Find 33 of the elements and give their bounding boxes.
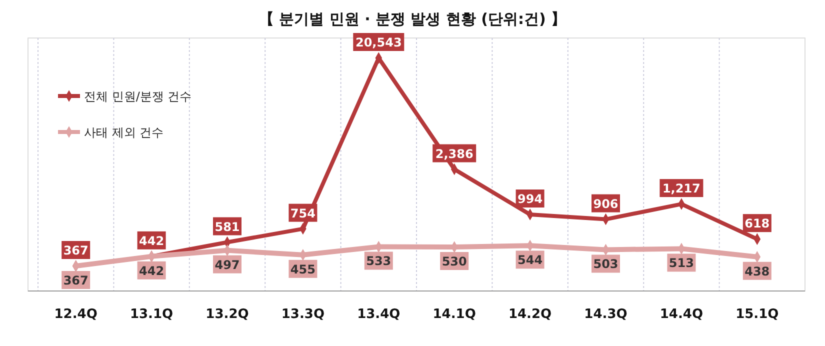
chart-title: 【 분기별 민원 · 분쟁 발생 현황 (단위:건) 】 [258,10,566,28]
data-label: 581 [214,220,240,234]
legend-label: 전체 민원/분쟁 건수 [84,90,192,104]
data-label: 544 [518,253,543,268]
data-label: 2,386 [435,146,474,161]
data-label: 455 [290,262,316,276]
data-label: 503 [593,257,618,272]
data-label: 1,217 [662,182,700,196]
x-tick-label: 13.2Q [206,307,249,322]
data-label: 906 [593,196,618,211]
data-label: 497 [214,258,240,272]
data-label: 367 [63,274,88,288]
data-label: 442 [139,264,164,278]
x-tick-label: 14.1Q [432,307,476,322]
data-label: 438 [744,264,770,278]
x-tick-label: 12.4Q [54,307,98,322]
data-label: 618 [744,216,770,231]
data-label: 533 [366,254,392,268]
x-tick-label: 13.4Q [357,307,400,322]
legend-label: 사태 제외 건수 [84,126,164,140]
x-tick-label: 14.4Q [660,307,704,322]
data-label: 994 [518,192,543,206]
x-tick-label: 15.1Q [736,307,779,322]
x-tick-label: 14.3Q [584,307,628,322]
data-label: 20,543 [355,36,402,50]
x-tick-label: 14.2Q [508,307,552,322]
data-label: 754 [290,206,316,220]
data-label: 367 [63,244,88,258]
data-label: 530 [442,254,467,269]
data-label: 442 [139,234,164,248]
data-label: 513 [668,256,694,270]
x-tick-label: 13.3Q [281,307,325,322]
x-tick-label: 13.1Q [130,307,174,322]
